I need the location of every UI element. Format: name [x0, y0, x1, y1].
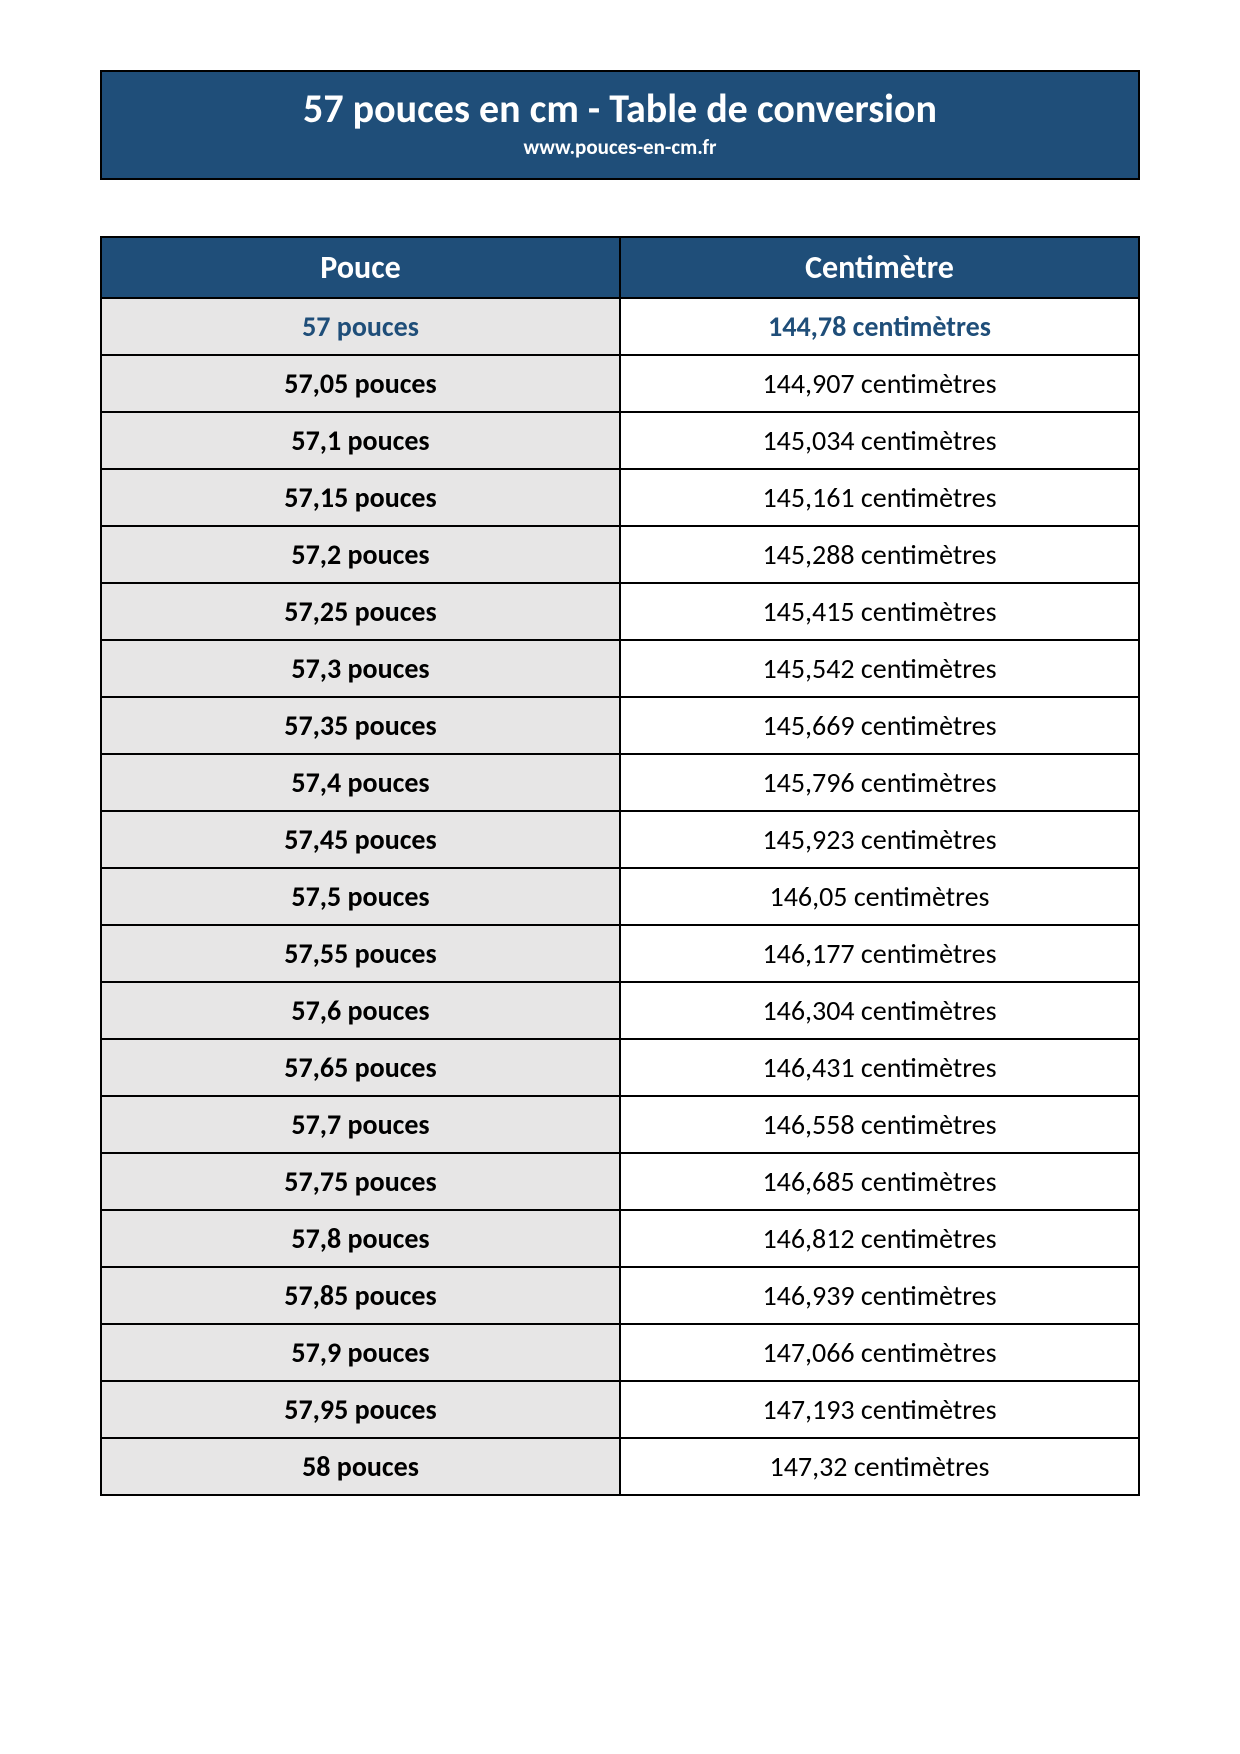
- conversion-table: Pouce Centimètre 57 pouces144,78 centimè…: [100, 236, 1140, 1496]
- column-header-centimetre: Centimètre: [620, 237, 1139, 298]
- table-row: 57,05 pouces144,907 centimètres: [101, 355, 1139, 412]
- cell-centimetre: 145,034 centimètres: [620, 412, 1139, 469]
- cell-pouce: 57,5 pouces: [101, 868, 620, 925]
- cell-pouce: 57,2 pouces: [101, 526, 620, 583]
- cell-pouce: 57 pouces: [101, 298, 620, 355]
- page-title: 57 pouces en cm - Table de conversion: [112, 86, 1128, 132]
- spacer: [100, 180, 1140, 236]
- cell-pouce: 57,35 pouces: [101, 697, 620, 754]
- cell-pouce: 57,8 pouces: [101, 1210, 620, 1267]
- column-header-pouce: Pouce: [101, 237, 620, 298]
- cell-centimetre: 147,066 centimètres: [620, 1324, 1139, 1381]
- cell-centimetre: 146,812 centimètres: [620, 1210, 1139, 1267]
- cell-centimetre: 146,431 centimètres: [620, 1039, 1139, 1096]
- cell-centimetre: 144,907 centimètres: [620, 355, 1139, 412]
- table-row: 57,5 pouces146,05 centimètres: [101, 868, 1139, 925]
- table-row: 57,6 pouces146,304 centimètres: [101, 982, 1139, 1039]
- cell-pouce: 57,95 pouces: [101, 1381, 620, 1438]
- table-row: 57 pouces144,78 centimètres: [101, 298, 1139, 355]
- cell-centimetre: 146,05 centimètres: [620, 868, 1139, 925]
- cell-centimetre: 147,32 centimètres: [620, 1438, 1139, 1495]
- cell-centimetre: 145,542 centimètres: [620, 640, 1139, 697]
- table-row: 57,75 pouces146,685 centimètres: [101, 1153, 1139, 1210]
- cell-centimetre: 145,288 centimètres: [620, 526, 1139, 583]
- table-header-row: Pouce Centimètre: [101, 237, 1139, 298]
- cell-pouce: 57,85 pouces: [101, 1267, 620, 1324]
- cell-centimetre: 145,669 centimètres: [620, 697, 1139, 754]
- cell-pouce: 58 pouces: [101, 1438, 620, 1495]
- page-subtitle: www.pouces-en-cm.fr: [112, 134, 1128, 160]
- cell-centimetre: 145,923 centimètres: [620, 811, 1139, 868]
- table-row: 57,3 pouces145,542 centimètres: [101, 640, 1139, 697]
- table-row: 57,45 pouces145,923 centimètres: [101, 811, 1139, 868]
- cell-centimetre: 145,415 centimètres: [620, 583, 1139, 640]
- table-row: 57,15 pouces145,161 centimètres: [101, 469, 1139, 526]
- cell-pouce: 57,4 pouces: [101, 754, 620, 811]
- table-row: 58 pouces147,32 centimètres: [101, 1438, 1139, 1495]
- cell-pouce: 57,25 pouces: [101, 583, 620, 640]
- cell-centimetre: 146,685 centimètres: [620, 1153, 1139, 1210]
- table-row: 57,35 pouces145,669 centimètres: [101, 697, 1139, 754]
- cell-pouce: 57,55 pouces: [101, 925, 620, 982]
- table-row: 57,1 pouces145,034 centimètres: [101, 412, 1139, 469]
- cell-pouce: 57,45 pouces: [101, 811, 620, 868]
- cell-pouce: 57,1 pouces: [101, 412, 620, 469]
- cell-centimetre: 146,304 centimètres: [620, 982, 1139, 1039]
- cell-pouce: 57,6 pouces: [101, 982, 620, 1039]
- table-row: 57,55 pouces146,177 centimètres: [101, 925, 1139, 982]
- cell-pouce: 57,9 pouces: [101, 1324, 620, 1381]
- cell-centimetre: 146,177 centimètres: [620, 925, 1139, 982]
- table-row: 57,85 pouces146,939 centimètres: [101, 1267, 1139, 1324]
- table-row: 57,2 pouces145,288 centimètres: [101, 526, 1139, 583]
- title-banner: 57 pouces en cm - Table de conversion ww…: [100, 70, 1140, 180]
- cell-centimetre: 145,796 centimètres: [620, 754, 1139, 811]
- cell-pouce: 57,15 pouces: [101, 469, 620, 526]
- table-row: 57,65 pouces146,431 centimètres: [101, 1039, 1139, 1096]
- cell-centimetre: 146,939 centimètres: [620, 1267, 1139, 1324]
- table-row: 57,8 pouces146,812 centimètres: [101, 1210, 1139, 1267]
- table-row: 57,7 pouces146,558 centimètres: [101, 1096, 1139, 1153]
- cell-pouce: 57,7 pouces: [101, 1096, 620, 1153]
- cell-pouce: 57,3 pouces: [101, 640, 620, 697]
- cell-pouce: 57,65 pouces: [101, 1039, 620, 1096]
- cell-centimetre: 146,558 centimètres: [620, 1096, 1139, 1153]
- cell-pouce: 57,75 pouces: [101, 1153, 620, 1210]
- table-row: 57,9 pouces147,066 centimètres: [101, 1324, 1139, 1381]
- cell-centimetre: 145,161 centimètres: [620, 469, 1139, 526]
- cell-pouce: 57,05 pouces: [101, 355, 620, 412]
- page: 57 pouces en cm - Table de conversion ww…: [0, 0, 1240, 1496]
- table-row: 57,95 pouces147,193 centimètres: [101, 1381, 1139, 1438]
- cell-centimetre: 144,78 centimètres: [620, 298, 1139, 355]
- table-row: 57,25 pouces145,415 centimètres: [101, 583, 1139, 640]
- table-row: 57,4 pouces145,796 centimètres: [101, 754, 1139, 811]
- cell-centimetre: 147,193 centimètres: [620, 1381, 1139, 1438]
